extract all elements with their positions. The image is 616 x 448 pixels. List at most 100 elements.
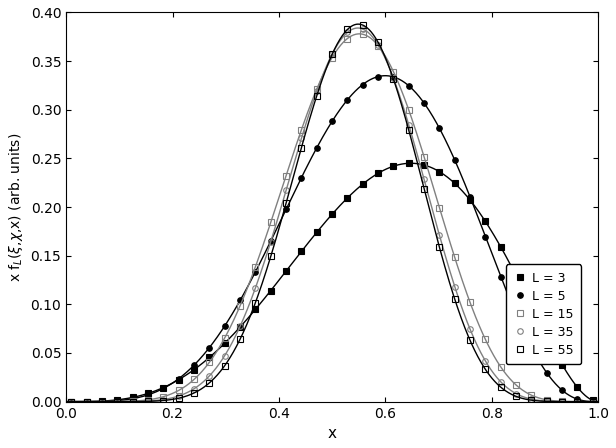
L = 35 [221, 353, 229, 358]
L = 3 [298, 249, 305, 254]
L = 55 [359, 22, 367, 28]
L = 3 [436, 169, 443, 174]
L = 3 [206, 355, 213, 360]
L = 5 [252, 269, 259, 275]
L = 5 [390, 74, 397, 80]
L = 3 [513, 273, 520, 278]
L = 55 [528, 397, 535, 403]
L = 35 [83, 399, 91, 405]
L = 5 [482, 234, 489, 239]
L = 5 [114, 398, 121, 403]
Y-axis label: x f$_L$($\xi$,$\chi$,x) (arb. units): x f$_L$($\xi$,$\chi$,x) (arb. units) [7, 133, 25, 282]
L = 55 [175, 396, 182, 401]
Line: L = 55: L = 55 [68, 22, 596, 405]
L = 3 [497, 244, 505, 250]
L = 15 [497, 364, 505, 370]
L = 5 [313, 145, 320, 151]
Legend: L = 3, L = 5, L = 15, L = 35, L = 55: L = 3, L = 5, L = 15, L = 35, L = 55 [506, 264, 581, 364]
L = 3 [344, 195, 351, 201]
L = 3 [83, 399, 91, 404]
L = 15 [83, 399, 91, 405]
L = 35 [375, 42, 382, 47]
L = 5 [206, 345, 213, 350]
L = 3 [160, 385, 167, 390]
L = 55 [237, 336, 244, 342]
L = 55 [252, 300, 259, 305]
L = 15 [451, 255, 458, 260]
L = 3 [328, 211, 336, 217]
L = 35 [344, 30, 351, 35]
L = 5 [451, 157, 458, 163]
L = 3 [405, 161, 413, 166]
L = 55 [313, 93, 320, 99]
L = 35 [129, 399, 137, 404]
L = 55 [190, 390, 198, 396]
L = 35 [451, 284, 458, 289]
L = 55 [68, 399, 75, 405]
L = 35 [68, 399, 75, 405]
L = 35 [589, 399, 596, 405]
L = 35 [298, 136, 305, 141]
L = 5 [237, 298, 244, 303]
L = 15 [405, 107, 413, 112]
L = 5 [436, 125, 443, 131]
L = 5 [175, 376, 182, 381]
Line: L = 5: L = 5 [68, 74, 596, 405]
L = 55 [267, 254, 275, 259]
L = 55 [375, 39, 382, 45]
L = 55 [160, 398, 167, 403]
L = 35 [405, 122, 413, 128]
L = 3 [129, 395, 137, 400]
L = 55 [513, 394, 520, 399]
L = 55 [328, 52, 336, 57]
L = 5 [267, 238, 275, 244]
L = 55 [451, 297, 458, 302]
L = 15 [482, 337, 489, 342]
L = 15 [543, 397, 551, 402]
L = 5 [144, 392, 152, 397]
L = 35 [313, 88, 320, 94]
L = 15 [344, 36, 351, 41]
L = 3 [144, 391, 152, 396]
L = 15 [99, 399, 106, 404]
L = 55 [420, 186, 428, 191]
L = 3 [466, 198, 474, 203]
L = 35 [390, 75, 397, 81]
L = 35 [420, 177, 428, 182]
L = 55 [436, 245, 443, 250]
L = 5 [528, 345, 535, 350]
L = 3 [573, 384, 581, 390]
L = 35 [175, 393, 182, 399]
L = 3 [375, 171, 382, 176]
L = 35 [237, 323, 244, 329]
L = 3 [68, 399, 75, 405]
L = 35 [359, 26, 367, 32]
L = 35 [99, 399, 106, 405]
Line: L = 3: L = 3 [68, 160, 596, 405]
L = 5 [466, 194, 474, 199]
L = 5 [83, 399, 91, 404]
L = 55 [298, 145, 305, 151]
L = 35 [482, 358, 489, 364]
L = 5 [558, 388, 565, 393]
L = 15 [237, 303, 244, 309]
L = 3 [237, 324, 244, 330]
L = 15 [375, 43, 382, 48]
L = 5 [573, 396, 581, 402]
L = 5 [328, 119, 336, 124]
L = 5 [543, 370, 551, 375]
L = 15 [298, 127, 305, 133]
L = 3 [252, 307, 259, 312]
L = 15 [513, 382, 520, 388]
L = 55 [114, 399, 121, 405]
L = 55 [497, 384, 505, 390]
L = 5 [497, 274, 505, 279]
L = 35 [528, 396, 535, 402]
L = 3 [221, 340, 229, 346]
L = 5 [99, 399, 106, 404]
L = 5 [420, 100, 428, 106]
L = 15 [282, 173, 290, 178]
L = 35 [206, 373, 213, 379]
L = 15 [129, 398, 137, 404]
L = 55 [543, 399, 551, 404]
